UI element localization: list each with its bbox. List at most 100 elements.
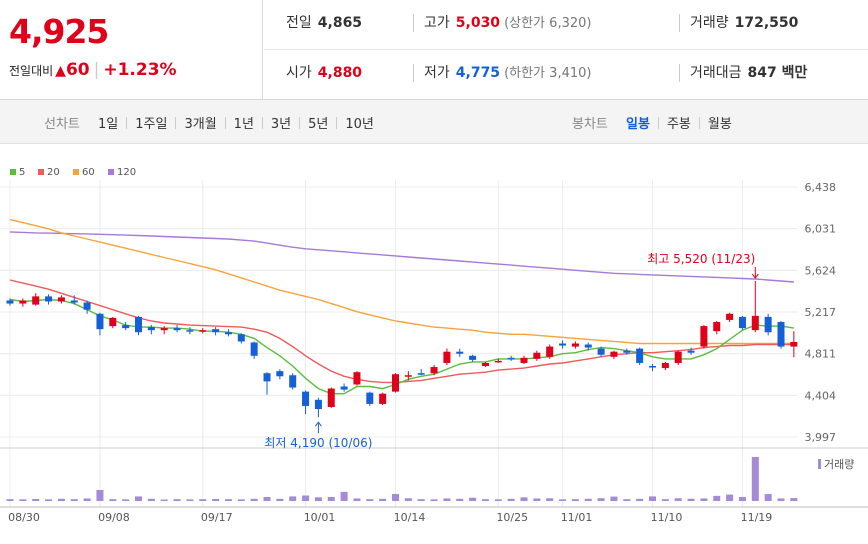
legend-label: 5 [19, 167, 25, 178]
volume-bar [199, 499, 207, 501]
volume-bar [276, 498, 284, 501]
candle-body [250, 342, 258, 356]
volume-bar [6, 499, 14, 501]
candle-body [199, 330, 207, 332]
stat-turnover: 거래대금 847 백만 [690, 62, 807, 82]
limit-value: 6,320 [549, 16, 587, 31]
stat-label: 저가 [424, 65, 450, 81]
candle-body [597, 348, 605, 355]
candle-body [289, 375, 297, 388]
volume-bar [224, 499, 232, 501]
high-annotation: 최고 5,520 (11/23) [647, 252, 755, 266]
stat-value: 5,030 [455, 15, 501, 31]
volume-bar [147, 498, 155, 501]
volume-bar [173, 499, 181, 501]
up-arrow-icon: ▲ [55, 63, 66, 79]
volume-bar [83, 498, 91, 501]
candle-body [379, 393, 387, 404]
range-1y[interactable]: 1년 [233, 117, 254, 132]
candle-body [481, 362, 489, 367]
candle-body [700, 326, 708, 347]
candle-chart-header: 봉차트 [572, 117, 608, 132]
divider [679, 14, 680, 32]
stat-prev-close: 전일 4,865 [286, 12, 362, 32]
candle-body [340, 386, 348, 390]
candle-body [224, 332, 232, 335]
volume-bar [327, 496, 335, 501]
range-1d[interactable]: 1일 [98, 117, 119, 132]
volume-bar [314, 497, 322, 501]
volume-bar [751, 457, 759, 501]
divider: | [93, 60, 100, 80]
volume-bar [160, 499, 168, 501]
candle-body [584, 344, 592, 348]
ma5-line [9, 298, 795, 395]
candle-weekly[interactable]: 주봉 [666, 117, 691, 132]
stat-label: 거래량 [690, 15, 729, 31]
legend-swatch [10, 169, 16, 175]
volume-bar [649, 496, 656, 501]
volume-bar [571, 499, 579, 501]
quote-panel: 4,925 전일대비 ▲60 | +1.23% 전일 4,865 고가 5,030 (상한가… [0, 0, 868, 100]
volume-bar [45, 499, 53, 501]
line-chart-ranges: 선차트 1일 1주일 3개월 1년 3년 5년 10년 [44, 113, 374, 132]
candle-daily[interactable]: 일봉 [626, 117, 650, 132]
y-tick-label: 4,811 [805, 348, 837, 361]
candle-body [623, 350, 631, 353]
candle-monthly[interactable]: 월봉 [707, 117, 732, 132]
candle-body [456, 351, 464, 354]
candle-body [45, 296, 53, 302]
candle-body [507, 357, 515, 360]
volume-bar [584, 498, 592, 501]
high-arrow-head-icon [751, 273, 759, 279]
volume-bar [263, 496, 271, 501]
range-3y[interactable]: 3년 [270, 117, 292, 132]
y-tick-label: 5,217 [805, 306, 837, 319]
divider [679, 64, 680, 82]
volume-bar [520, 497, 528, 501]
y-tick-label: 4,404 [805, 389, 837, 402]
stat-value: 4,880 [317, 65, 363, 81]
chart-toolbar: 선차트 1일 1주일 3개월 1년 3년 5년 10년 봉차트 일봉 주봉 월봉 [0, 100, 868, 144]
range-5y[interactable]: 5년 [308, 117, 329, 132]
range-1w[interactable]: 1주일 [135, 117, 168, 132]
candle-body [186, 330, 194, 332]
candle-body [687, 350, 695, 353]
candle-body [533, 352, 541, 359]
volume-bar [109, 499, 117, 501]
x-tick-label: 11/01 [561, 511, 593, 524]
candle-body [520, 357, 528, 363]
y-tick-label: 6,438 [805, 181, 837, 194]
line-chart-header: 선차트 [44, 117, 80, 132]
candle-body [57, 297, 65, 302]
volume-bar [404, 498, 412, 501]
range-3m[interactable]: 3개월 [184, 117, 217, 132]
stat-high: 고가 5,030 (상한가 6,320) [424, 12, 591, 32]
x-tick-label: 11/19 [741, 511, 773, 524]
y-tick-label: 3,997 [805, 431, 837, 444]
divider [261, 117, 263, 129]
volume-bar [700, 498, 708, 501]
candle-body [366, 392, 374, 404]
change-value: 60 [65, 60, 90, 80]
volume-bar [533, 498, 541, 501]
volume-bar [777, 498, 785, 501]
stat-label: 시가 [286, 65, 312, 81]
range-10y[interactable]: 10년 [345, 117, 374, 132]
stat-volume: 거래량 172,550 [690, 12, 798, 32]
volume-bar [96, 490, 104, 501]
volume-bar [546, 498, 554, 501]
x-tick-label: 08/30 [8, 511, 40, 524]
candle-body [404, 375, 412, 377]
ma60-line [9, 218, 794, 345]
volume-bar [469, 497, 477, 501]
volume-bar [687, 498, 695, 501]
candle-body [353, 372, 361, 385]
volume-bar [19, 499, 27, 501]
x-tick-label: 10/01 [304, 511, 336, 524]
x-tick-label: 10/14 [394, 511, 426, 524]
divider [657, 117, 659, 129]
candle-body [83, 302, 91, 310]
current-price: 4,925 [9, 12, 109, 51]
low-arrow-head-icon [315, 421, 322, 427]
